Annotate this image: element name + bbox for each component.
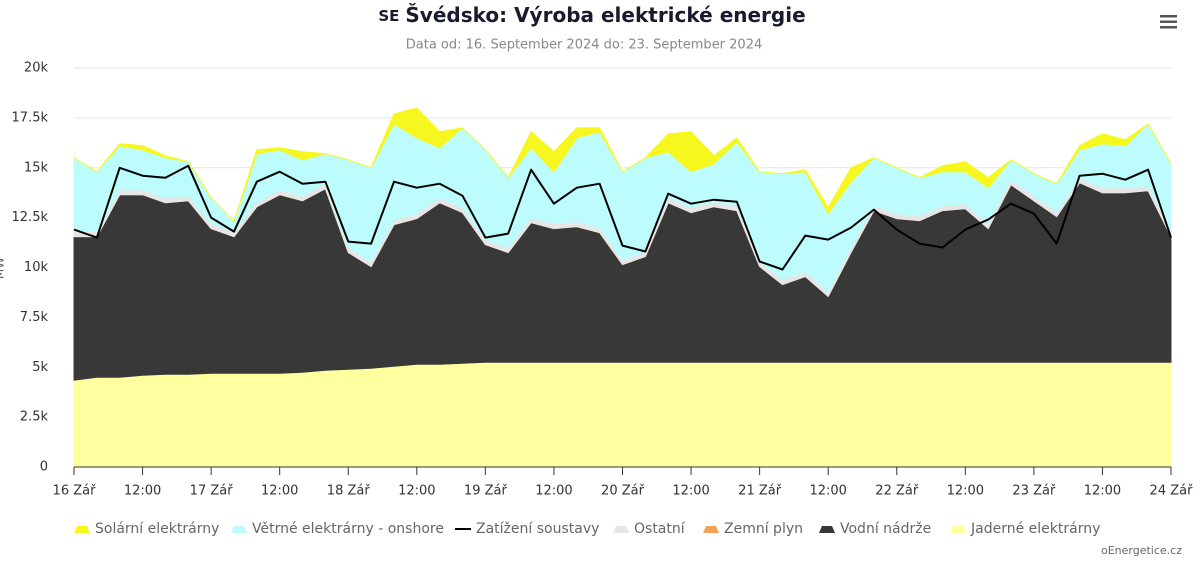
legend-item[interactable]: Ostatní: [613, 521, 686, 537]
legend-item[interactable]: Větrné elektrárny - onshore: [231, 521, 444, 537]
legend-item[interactable]: Zemní plyn: [703, 521, 803, 537]
y-tick-label: 17.5k: [12, 110, 49, 125]
x-tick-label: 12:00: [672, 484, 709, 499]
legend-swatch: [950, 526, 966, 533]
title-text: Švédsko: Výroba elektrické energie: [405, 3, 805, 27]
legend-label: Větrné elektrárny - onshore: [252, 521, 444, 537]
credit[interactable]: oEnergetice.cz: [1101, 544, 1182, 557]
legend-swatch: [819, 526, 835, 533]
x-tick-label: 12:00: [809, 484, 846, 499]
line: [73, 164, 1172, 271]
chart-title: SE Švédsko: Výroba elektrické energie: [378, 3, 805, 27]
x-tick-label: 22 Zář: [875, 484, 919, 499]
legend-item[interactable]: Vodní nádrže: [819, 521, 931, 537]
x-tick-label: 19 Zář: [464, 484, 508, 499]
y-tick-label: 2.5k: [20, 410, 49, 425]
y-axis-title: MW: [0, 257, 7, 279]
x-tick-label: 24 Zář: [1150, 484, 1194, 499]
x-tick-label: 23 Zář: [1012, 484, 1056, 499]
x-tick-label: 12:00: [947, 484, 984, 499]
y-tick-label: 5k: [32, 360, 48, 375]
legend-item[interactable]: Jaderné elektrárny: [950, 521, 1100, 537]
y-tick-label: 7.5k: [20, 310, 49, 325]
x-tick-label: 16 Zář: [53, 484, 97, 499]
legend-swatch: [74, 526, 90, 533]
legend-swatch: [231, 526, 247, 533]
area: [73, 107, 1172, 223]
legend-item[interactable]: Solární elektrárny: [74, 521, 219, 537]
legend-swatch: [703, 526, 719, 533]
legend-label: Solární elektrárny: [95, 521, 219, 537]
legend-label: Jaderné elektrárny: [970, 521, 1100, 537]
area: [73, 361, 1172, 468]
x-tick-label: 12:00: [261, 484, 298, 499]
y-tick-label: 15k: [24, 160, 49, 175]
legend-label: Vodní nádrže: [840, 521, 931, 537]
x-tick-label: 12:00: [1084, 484, 1121, 499]
y-tick-label: 12.5k: [12, 210, 49, 225]
legend-label: Ostatní: [634, 521, 686, 537]
y-tick-label: 20k: [24, 61, 49, 76]
x-tick-label: 18 Zář: [327, 484, 371, 499]
areas: [73, 107, 1172, 468]
x-tick-label: 20 Zář: [601, 484, 645, 499]
menu-button[interactable]: [1160, 15, 1177, 29]
x-tick-label: 12:00: [535, 484, 572, 499]
y-tick-label: 0: [40, 460, 48, 475]
legend-label: Zatížení soustavy: [476, 521, 599, 537]
x-tick-label: 12:00: [398, 484, 435, 499]
x-tick-label: 12:00: [124, 484, 161, 499]
legend-label: Zemní plyn: [724, 521, 803, 537]
legend-item[interactable]: Zatížení soustavy: [455, 521, 599, 537]
subtitle: Data od: 16. September 2024 do: 23. Sept…: [406, 38, 763, 53]
y-tick-label: 10k: [24, 260, 49, 275]
x-tick-label: 21 Zář: [738, 484, 782, 499]
country-code: SE: [378, 7, 399, 25]
x-tick-label: 17 Zář: [190, 484, 234, 499]
legend-swatch: [613, 526, 629, 533]
